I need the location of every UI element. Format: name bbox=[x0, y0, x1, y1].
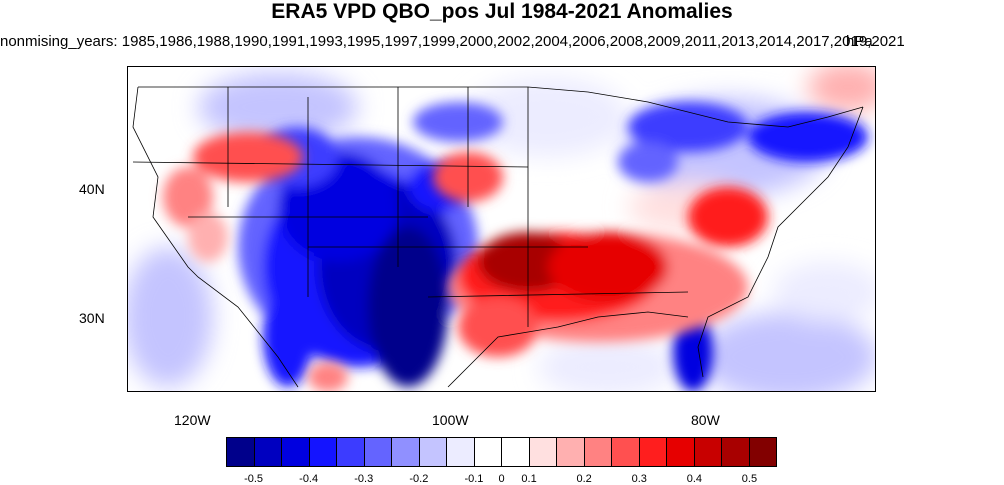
colorbar-swatch-18 bbox=[722, 438, 750, 466]
colorbar-swatch-19 bbox=[749, 438, 776, 466]
colorbar-swatch-0 bbox=[227, 438, 255, 466]
colorbar-swatch-2 bbox=[282, 438, 310, 466]
background-anomaly-field bbox=[128, 67, 875, 391]
colorbar-label: 0.4 bbox=[686, 473, 702, 485]
colorbar-swatch-10 bbox=[502, 438, 530, 466]
colorbar-swatch-15 bbox=[639, 438, 667, 466]
colorbar-label: 0 bbox=[498, 473, 505, 485]
colorbar-label: 0.2 bbox=[576, 473, 592, 485]
plot-title: ERA5 VPD QBO_pos Jul 1984-2021 Anomalies bbox=[271, 0, 733, 23]
lon-tick-80w: 80W bbox=[691, 412, 720, 428]
colorbar-swatch-12 bbox=[557, 438, 585, 466]
colorbar-swatch-14 bbox=[612, 438, 640, 466]
lat-tick-40n: 40N bbox=[79, 181, 105, 197]
colorbar-label: -0.1 bbox=[464, 473, 484, 485]
colorbar-swatch-11 bbox=[529, 438, 557, 466]
colorbar-swatch-1 bbox=[254, 438, 282, 466]
anomaly-map bbox=[127, 66, 876, 392]
lon-tick-120w: 120W bbox=[174, 412, 211, 428]
plot-subtitle: nonmising_years: 1985,1986,1988,1990,199… bbox=[0, 33, 905, 50]
colorbar-swatch-8 bbox=[447, 438, 475, 466]
colorbar-swatch-17 bbox=[694, 438, 722, 466]
state-boundaries bbox=[132, 86, 864, 388]
units-label: hPa bbox=[846, 33, 873, 50]
lat-tick-30n: 30N bbox=[79, 310, 105, 326]
southeastern-positive-anomaly bbox=[163, 132, 768, 391]
colorbar-swatch-9 bbox=[474, 438, 502, 466]
lon-tick-100w: 100W bbox=[432, 412, 469, 428]
colorbar-swatch-16 bbox=[667, 438, 695, 466]
colorbar-swatch-13 bbox=[584, 438, 612, 466]
colorbar-swatch-5 bbox=[364, 438, 392, 466]
colorbar-swatch-6 bbox=[392, 438, 420, 466]
colorbar-label: -0.3 bbox=[354, 473, 374, 485]
colorbar-swatch-3 bbox=[309, 438, 337, 466]
colorbar-label: 0.5 bbox=[741, 473, 758, 485]
colorbar-label: 0.1 bbox=[521, 473, 537, 485]
colorbar bbox=[226, 437, 777, 467]
colorbar-swatch-7 bbox=[419, 438, 447, 466]
colorbar-label: -0.5 bbox=[244, 473, 264, 485]
colorbar-swatch-4 bbox=[337, 438, 365, 466]
colorbar-label: 0.3 bbox=[631, 473, 647, 485]
colorbar-label: -0.2 bbox=[409, 473, 429, 485]
colorbar-label: -0.4 bbox=[299, 473, 319, 485]
